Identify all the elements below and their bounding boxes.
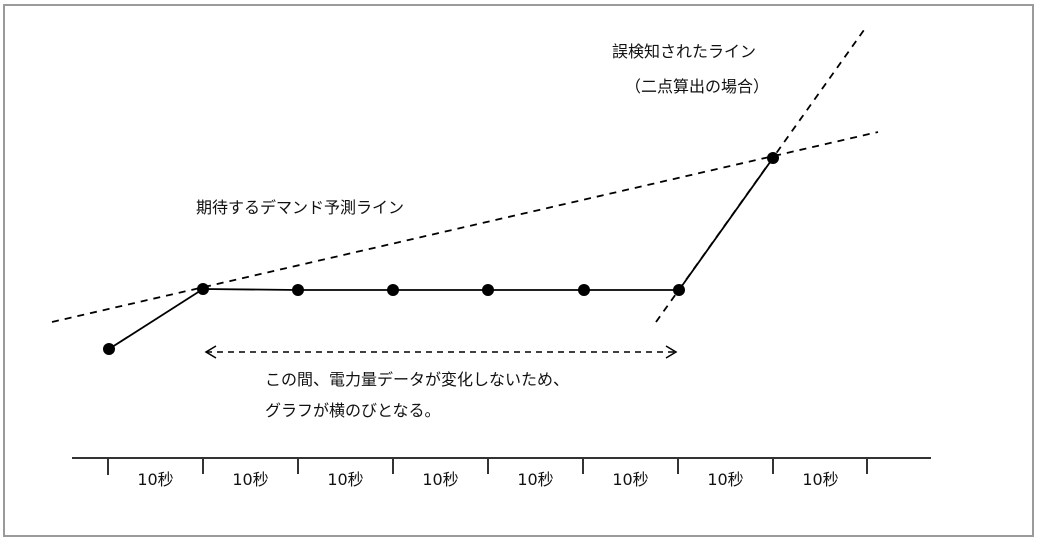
data-point [292, 284, 304, 296]
data-points [103, 152, 779, 355]
data-point [578, 284, 590, 296]
data-point [197, 283, 209, 295]
flat-note-line1: この間、電力量データが変化しないため、 [265, 370, 570, 389]
interval-label: 10秒 [517, 470, 554, 489]
time-axis [72, 457, 931, 475]
data-point [482, 284, 494, 296]
data-point [103, 343, 115, 355]
interval-label: 10秒 [802, 470, 839, 489]
false-detection-label: 誤検知されたライン [612, 42, 757, 61]
data-point [673, 284, 685, 296]
data-point [767, 152, 779, 164]
diagram-frame [3, 4, 1034, 537]
interval-label: 10秒 [327, 470, 364, 489]
measured-data-line [108, 157, 774, 350]
false-detection-sublabel: （二点算出の場合） [625, 77, 770, 96]
flat-note-line2: グラフが横のびとなる。 [265, 401, 441, 420]
interval-label: 10秒 [232, 470, 269, 489]
interval-label: 10秒 [707, 470, 744, 489]
flat-interval-arrow [204, 345, 678, 359]
expected-forecast-line [51, 131, 879, 323]
interval-label: 10秒 [137, 470, 174, 489]
interval-label: 10秒 [612, 470, 649, 489]
data-point [387, 284, 399, 296]
expected-forecast-label: 期待するデマンド予測ライン [196, 198, 405, 217]
interval-label: 10秒 [422, 470, 459, 489]
